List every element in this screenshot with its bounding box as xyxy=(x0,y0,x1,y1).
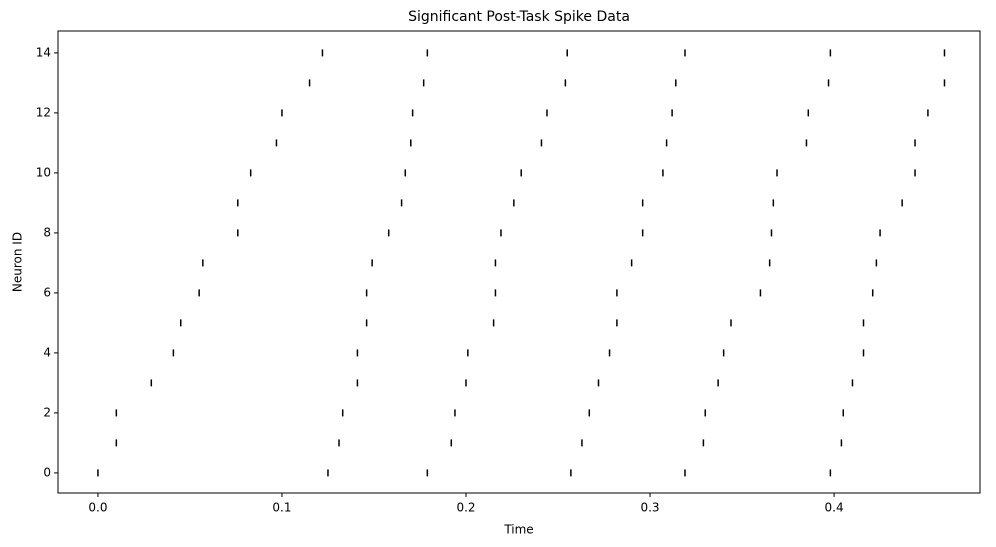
x-tick-label: 0.0 xyxy=(88,501,107,515)
y-tick-label: 12 xyxy=(36,105,51,119)
y-tick-label: 4 xyxy=(43,345,51,359)
y-tick-label: 6 xyxy=(43,285,51,299)
plot-frame xyxy=(57,30,981,494)
y-tick-label: 14 xyxy=(36,45,51,59)
x-tick-label: 0.3 xyxy=(640,501,659,515)
x-tick-label: 0.1 xyxy=(272,501,291,515)
y-tick-label: 8 xyxy=(43,225,51,239)
y-axis-label: Neuron ID xyxy=(11,232,25,292)
y-tick-label: 2 xyxy=(43,405,51,419)
x-tick-label: 0.4 xyxy=(825,501,844,515)
y-tick-label: 10 xyxy=(36,165,51,179)
x-tick-label: 0.2 xyxy=(456,501,475,515)
chart-title: Significant Post-Task Spike Data xyxy=(408,9,630,25)
x-axis-label: Time xyxy=(503,523,533,537)
y-tick-label: 0 xyxy=(43,465,51,479)
